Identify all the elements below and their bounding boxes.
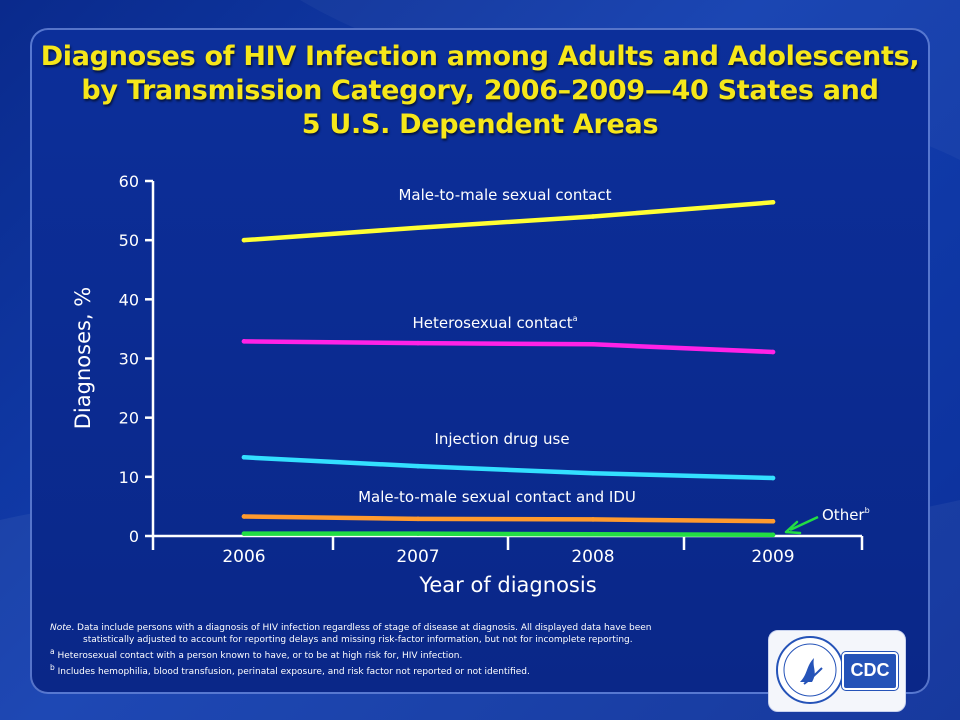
x-tick-label: 2009 (751, 547, 794, 567)
data-point (241, 237, 247, 243)
x-tick-label: 2008 (571, 547, 614, 567)
series-line (241, 531, 776, 538)
footnote-b: b Includes hemophilia, blood transfusion… (50, 662, 760, 678)
series-label-superscript: a (573, 314, 578, 323)
data-point (770, 532, 776, 538)
y-tick-label: 10 (119, 468, 139, 487)
cdc-logo: CDC (842, 652, 898, 690)
footnote-b-mark: b (50, 663, 55, 672)
footnote-a-mark: a (50, 647, 55, 656)
cdc-logo-text: CDC (850, 660, 890, 680)
data-point (241, 455, 247, 460)
footnote-a: a Heterosexual contact with a person kno… (50, 646, 760, 662)
data-point (590, 517, 596, 522)
title-line-1: Diagnoses of HIV Infection among Adults … (40, 41, 920, 72)
y-tick-label: 30 (119, 350, 139, 369)
title-line-2: by Transmission Category, 2006–2009—40 S… (81, 75, 879, 106)
series-line (241, 514, 776, 524)
other-arrow-head (784, 520, 802, 535)
y-tick-label: 40 (119, 290, 139, 309)
note-text: . Data include persons with a diagnosis … (71, 623, 652, 633)
data-point (590, 470, 596, 476)
data-point (415, 340, 421, 346)
data-point (590, 214, 596, 219)
data-point (241, 339, 247, 344)
series-label: Male-to-male sexual contact (398, 186, 611, 204)
y-axis-title: Diagnoses, % (71, 287, 95, 429)
data-point (590, 342, 596, 347)
series-line (241, 455, 776, 481)
y-tick-label: 20 (119, 409, 139, 428)
other-arrow-shaft (789, 515, 819, 532)
hhs-seal-icon (776, 636, 844, 704)
chart-title: Diagnoses of HIV Infection among Adults … (40, 40, 920, 142)
data-point (415, 225, 421, 231)
series-label: Otherb (822, 506, 870, 524)
note-continuation: statistically adjusted to account for re… (83, 635, 633, 645)
data-point (241, 531, 247, 536)
x-tick-label: 2006 (222, 547, 265, 567)
series-label: Injection drug use (434, 430, 569, 448)
x-axis-title: Year of diagnosis (418, 573, 596, 597)
x-tick-label: 2007 (396, 547, 439, 567)
footnote-a-text: Heterosexual contact with a person known… (54, 651, 463, 661)
data-point (415, 516, 421, 522)
data-point (770, 349, 776, 355)
data-point (590, 531, 596, 537)
title-line-3: 5 U.S. Dependent Areas (301, 109, 659, 140)
y-tick-label: 60 (119, 172, 139, 191)
series-label-superscript: b (865, 506, 870, 515)
data-point (770, 200, 776, 205)
y-tick-label: 0 (129, 527, 139, 546)
data-point (770, 475, 776, 481)
series-label: Heterosexual contacta (413, 314, 578, 332)
series-line (241, 339, 776, 355)
data-point (770, 518, 776, 524)
note-prefix: Note (50, 623, 72, 633)
series-label: Male-to-male sexual contact and IDU (358, 488, 636, 506)
y-tick-label: 50 (119, 231, 139, 250)
data-point (415, 531, 421, 536)
data-point (415, 463, 421, 469)
footnotes: Note. Data include persons with a diagno… (50, 622, 760, 678)
content-panel (30, 28, 930, 694)
data-point (241, 514, 247, 519)
note-line: Note. Data include persons with a diagno… (50, 622, 760, 634)
series-line (241, 200, 776, 243)
footnote-b-text: Includes hemophilia, blood transfusion, … (54, 667, 530, 677)
